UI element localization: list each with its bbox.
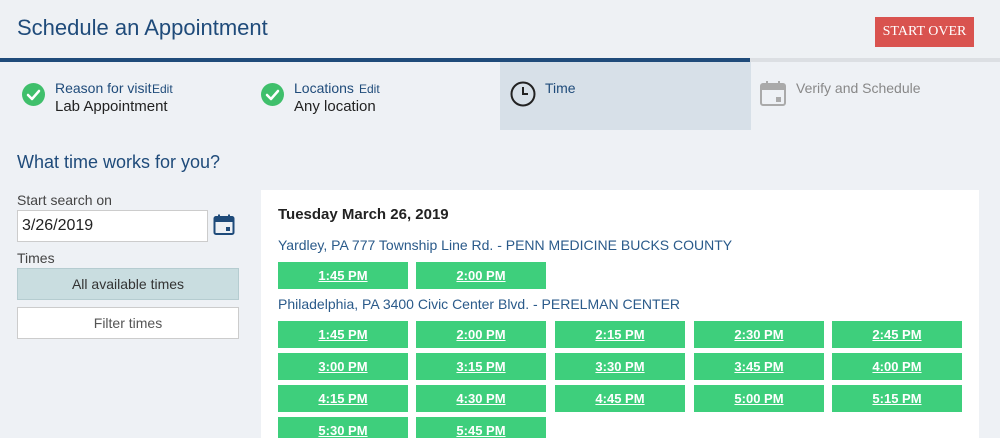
start-over-button[interactable]: START OVER (875, 17, 974, 47)
time-slot-button[interactable]: 5:15 PM (832, 385, 962, 412)
time-slot-button[interactable]: 1:45 PM (278, 321, 408, 348)
time-slot-button[interactable]: 1:45 PM (278, 262, 408, 289)
clock-icon (510, 81, 536, 107)
date-picker-calendar-icon[interactable] (213, 214, 235, 236)
calendar-icon (760, 81, 786, 106)
step-time: Time (500, 62, 751, 130)
time-slot-button[interactable]: 3:30 PM (555, 353, 685, 380)
date-heading: Tuesday March 26, 2019 (278, 206, 449, 223)
progress-bar (0, 58, 1000, 62)
time-slot-button[interactable]: 3:00 PM (278, 353, 408, 380)
step-verify: Verify and Schedule (759, 62, 989, 130)
step-locations-label: Locations (294, 80, 354, 96)
all-times-button[interactable]: All available times (17, 268, 239, 300)
step-locations-value: Any location (294, 98, 376, 115)
time-slot-button[interactable]: 4:15 PM (278, 385, 408, 412)
step-reason-value: Lab Appointment (55, 98, 168, 115)
location-link-philadelphia[interactable]: Philadelphia, PA 3400 Civic Center Blvd.… (278, 296, 681, 312)
page-title: Schedule an Appointment (17, 15, 268, 40)
check-icon (22, 83, 45, 106)
start-date-input[interactable] (17, 210, 208, 242)
time-slot-button[interactable]: 2:45 PM (832, 321, 962, 348)
time-slot-button[interactable]: 5:00 PM (694, 385, 824, 412)
time-slot-button[interactable]: 4:00 PM (832, 353, 962, 380)
step-reason: Reason for visit Edit Lab Appointment (22, 62, 242, 130)
time-slot-button[interactable]: 3:15 PM (416, 353, 546, 380)
location-link-yardley[interactable]: Yardley, PA 777 Township Line Rd. - PENN… (278, 237, 733, 253)
step-tracker: Reason for visit Edit Lab Appointment Lo… (0, 62, 1000, 130)
step-verify-label: Verify and Schedule (796, 80, 921, 96)
time-slot-button[interactable]: 4:45 PM (555, 385, 685, 412)
step-locations: Locations Edit Any location (261, 62, 481, 130)
progress-fill (0, 58, 750, 62)
filter-times-button[interactable]: Filter times (17, 307, 239, 339)
start-search-label: Start search on (17, 192, 112, 208)
step-time-label: Time (545, 80, 576, 96)
section-title: What time works for you? (17, 152, 221, 172)
step-reason-label: Reason for visit (55, 80, 152, 96)
step-locations-edit-link[interactable]: Edit (359, 82, 380, 96)
time-slot-button[interactable]: 2:00 PM (416, 321, 546, 348)
results-panel: Tuesday March 26, 2019 Yardley, PA 777 T… (261, 190, 979, 438)
time-slot-button[interactable]: 4:30 PM (416, 385, 546, 412)
times-label: Times (17, 250, 55, 266)
time-slot-button[interactable]: 2:30 PM (694, 321, 824, 348)
top-bar: Schedule an Appointment START OVER (0, 0, 1000, 60)
check-icon (261, 83, 284, 106)
step-reason-edit-link[interactable]: Edit (152, 82, 173, 96)
time-slot-button[interactable]: 5:30 PM (278, 417, 408, 438)
time-slot-button[interactable]: 5:45 PM (416, 417, 546, 438)
time-slot-button[interactable]: 3:45 PM (694, 353, 824, 380)
time-slot-button[interactable]: 2:00 PM (416, 262, 546, 289)
time-slot-button[interactable]: 2:15 PM (555, 321, 685, 348)
